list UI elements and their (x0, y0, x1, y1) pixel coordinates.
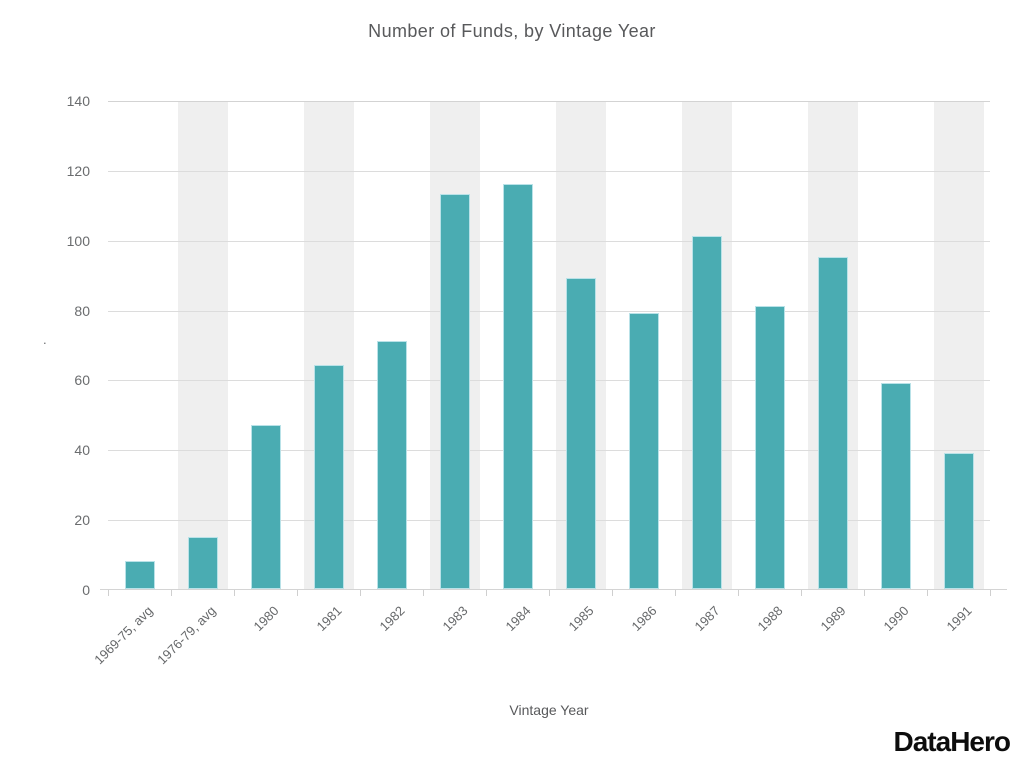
datahero-logo: DataHero (893, 726, 1011, 757)
bar-1976-79-avg (187, 537, 218, 589)
y-tick-label-100: 100 (66, 232, 90, 249)
x-tick-mark (423, 590, 424, 596)
y-axis-title: . (43, 332, 47, 347)
bar-1986 (628, 313, 659, 589)
bar-1988 (754, 306, 785, 589)
y-tick-label-80: 80 (74, 302, 90, 319)
x-tick-mark (738, 590, 739, 596)
bar-1991 (943, 453, 974, 589)
x-tick-mark (675, 590, 676, 596)
x-tick-mark (612, 590, 613, 596)
x-tick-mark (171, 590, 172, 596)
x-axis-title: Vintage Year (509, 702, 589, 718)
x-tick-mark (486, 590, 487, 596)
gridline-100 (108, 240, 990, 242)
gridline-80 (108, 310, 990, 312)
x-tick-mark (549, 590, 550, 596)
bar-1969-75-avg (124, 561, 155, 589)
bar-1987 (691, 236, 722, 589)
gridline-20 (108, 520, 990, 522)
bar-1989 (817, 257, 848, 589)
background-stripe (177, 101, 228, 589)
x-tick-mark (864, 590, 865, 596)
gridline-40 (108, 450, 990, 452)
y-tick-label-20: 20 (74, 512, 90, 529)
x-tick-mark (801, 590, 802, 596)
gridline-140 (108, 101, 990, 102)
gridline-120 (108, 170, 990, 172)
gridline-60 (108, 380, 990, 382)
bar-1990 (880, 383, 911, 589)
y-tick-label-40: 40 (74, 442, 90, 459)
x-tick-mark (927, 590, 928, 596)
y-tick-label-60: 60 (74, 372, 90, 389)
bar-1980 (250, 425, 281, 589)
x-tick-mark (297, 590, 298, 596)
chart-title: Number of Funds, by Vintage Year (368, 21, 656, 41)
bar-1983 (439, 194, 470, 589)
y-tick-label-140: 140 (66, 93, 90, 109)
x-tick-mark (234, 590, 235, 596)
x-axis-line (100, 589, 1007, 590)
bar-1981 (313, 365, 344, 589)
bar-1985 (565, 278, 596, 589)
y-tick-label-0: 0 (82, 582, 90, 598)
bar-1982 (376, 341, 407, 589)
x-tick-mark (360, 590, 361, 596)
x-tick-mark (990, 590, 991, 596)
x-tick-mark (108, 590, 109, 596)
plot-area (108, 101, 990, 590)
y-tick-label-120: 120 (66, 162, 90, 179)
bar-1984 (502, 184, 533, 589)
